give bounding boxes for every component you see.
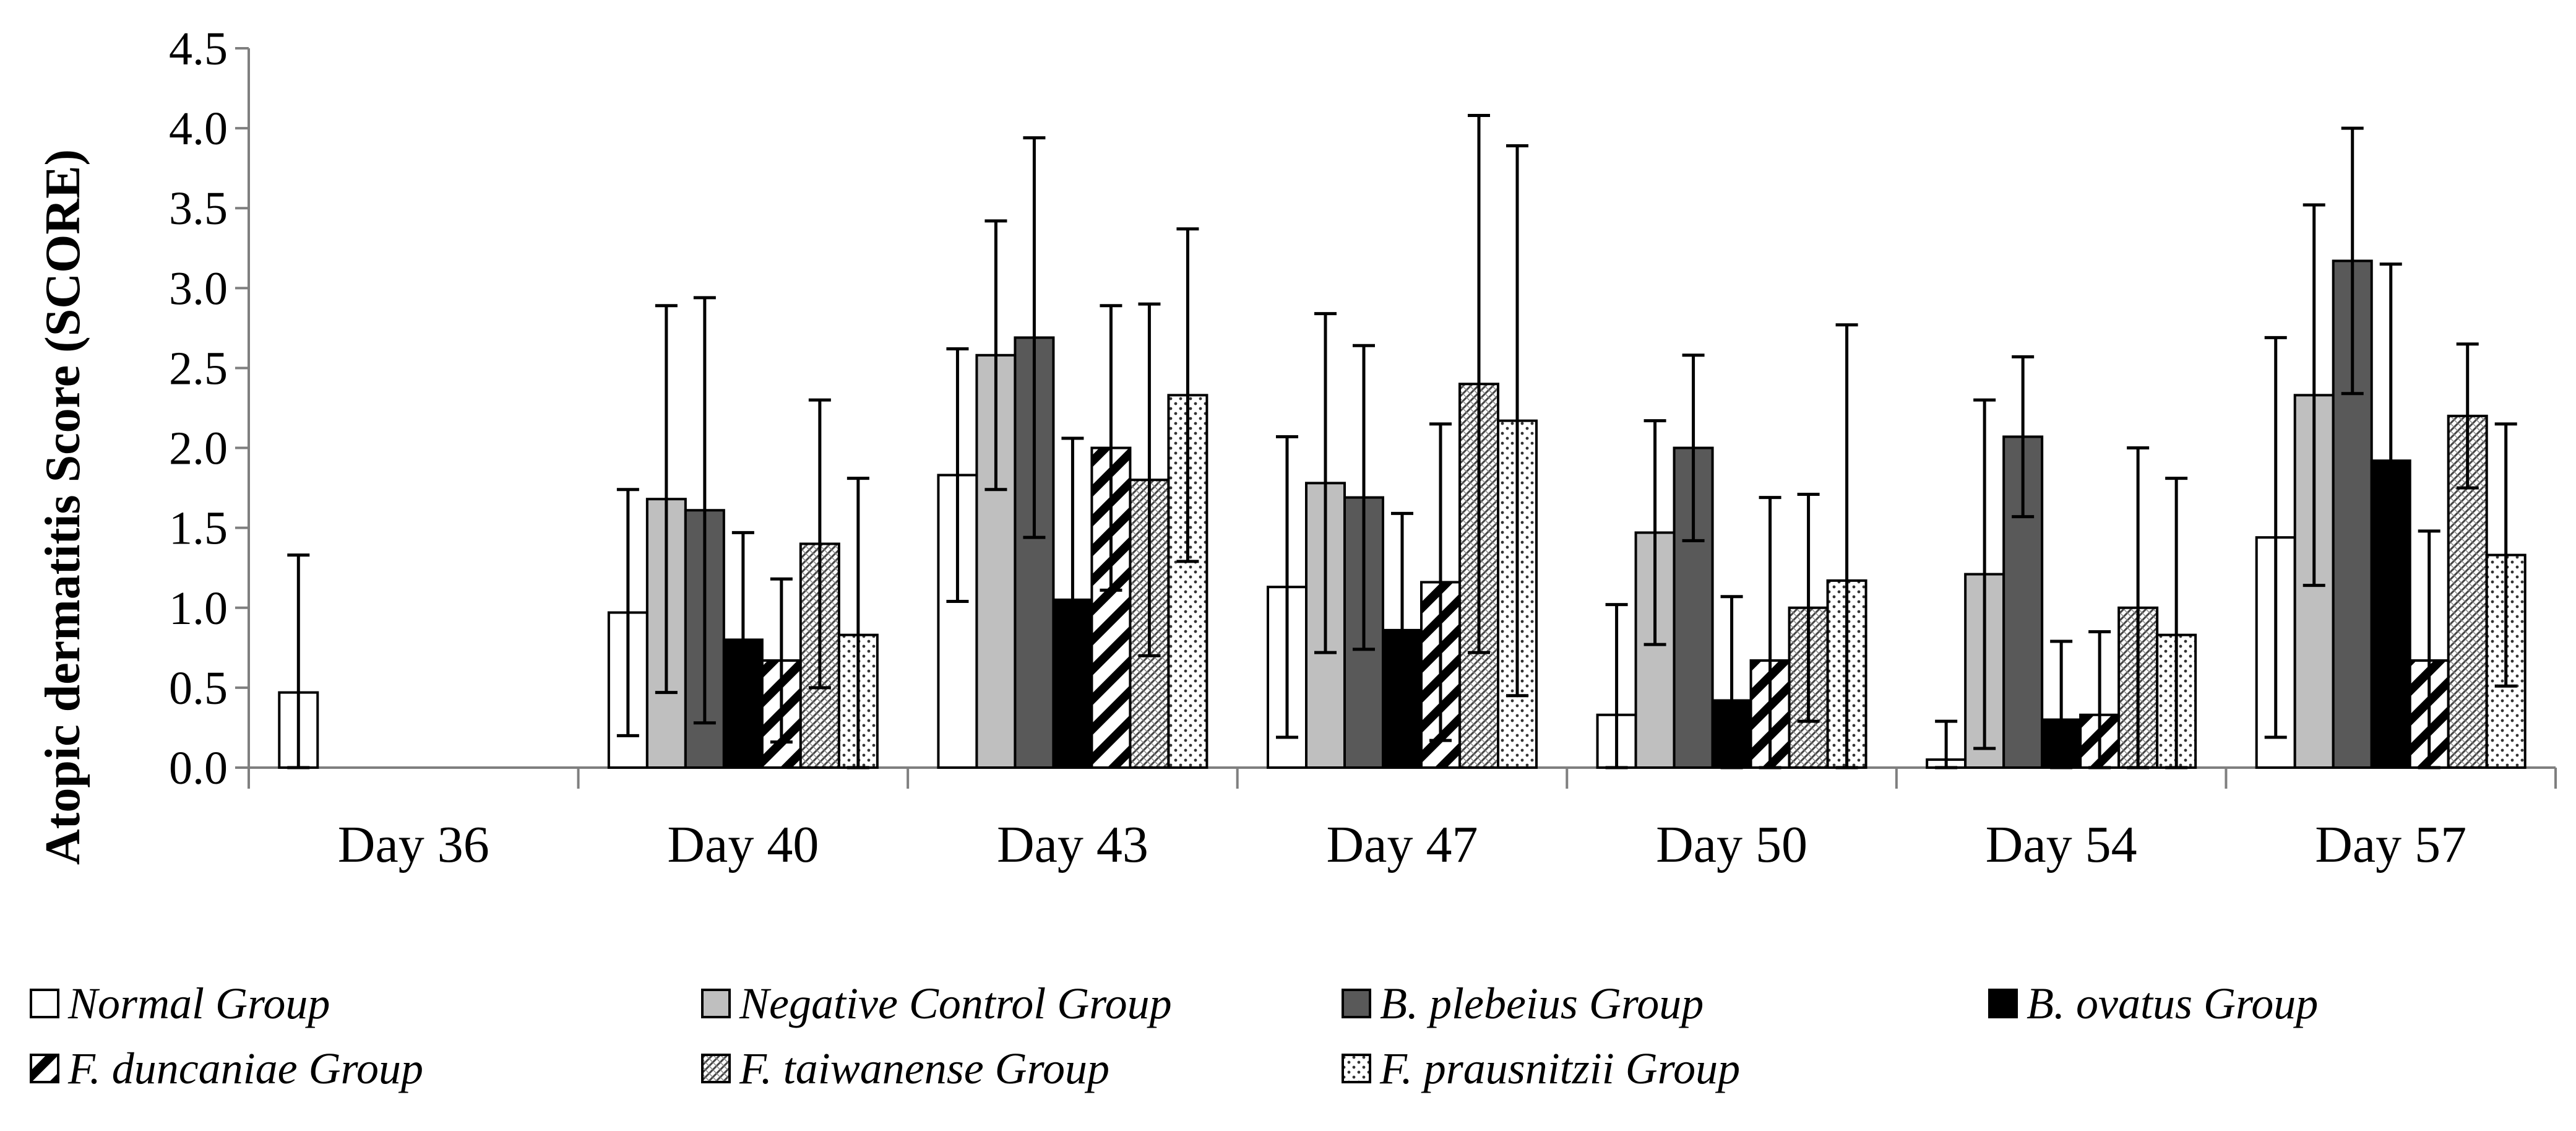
legend-label: Negative Control Group bbox=[739, 979, 1172, 1028]
legend-swatch bbox=[701, 989, 731, 1018]
legend-label: B. plebeius Group bbox=[1380, 979, 1704, 1028]
y-tick-label: 3.5 bbox=[169, 183, 228, 235]
legend: Normal Group Negative Control Group B. ple… bbox=[30, 979, 2318, 1093]
legend-item-b-plebeius-group: B. plebeius Group bbox=[1342, 979, 1704, 1028]
y-tick-label: 4.5 bbox=[169, 23, 228, 75]
x-tick-label: Day 50 bbox=[1656, 816, 1807, 873]
legend-label: F. prausnitzii Group bbox=[1379, 1044, 1740, 1093]
legend-swatch bbox=[1342, 989, 1371, 1018]
y-tick-label: 3.0 bbox=[169, 262, 228, 314]
legend-swatch bbox=[30, 989, 59, 1018]
series-negative-control-group bbox=[645, 203, 2335, 769]
series-f-prausnitzii-group bbox=[837, 144, 2526, 769]
legend-item-b-ovatus-group: B. ovatus Group bbox=[1988, 979, 2318, 1028]
legend-swatch bbox=[1342, 1054, 1371, 1083]
x-tick-label: Day 57 bbox=[2315, 816, 2466, 873]
legend-swatch bbox=[30, 1054, 59, 1083]
legend-label: B. ovatus Group bbox=[2027, 979, 2318, 1028]
series-normal-group bbox=[278, 336, 2296, 769]
x-tick-label: Day 47 bbox=[1327, 816, 1478, 873]
y-tick-label: 0.5 bbox=[169, 662, 228, 714]
legend-item-normal-group: Normal Group bbox=[30, 979, 330, 1028]
legend-item-f-taiwanense-group: F. taiwanense Group bbox=[701, 1044, 1109, 1093]
y-tick-label: 4.0 bbox=[169, 103, 228, 155]
y-tick-label: 2.0 bbox=[169, 423, 228, 475]
legend-item-f-prausnitzii-group: F. prausnitzii Group bbox=[1342, 1044, 1740, 1093]
legend-label: Normal Group bbox=[67, 979, 330, 1028]
legend-item-negative-control-group: Negative Control Group bbox=[701, 979, 1172, 1028]
legend-swatch bbox=[1988, 989, 2018, 1018]
series-f-taiwanense-group bbox=[799, 113, 2488, 769]
series-b-plebeius-group bbox=[684, 126, 2373, 769]
series-f-duncaniae-group bbox=[760, 304, 2450, 769]
legend-label: F. duncaniae Group bbox=[67, 1044, 423, 1093]
legend-label: F. taiwanense Group bbox=[739, 1044, 1109, 1093]
x-tick-label: Day 40 bbox=[667, 816, 819, 873]
x-tick-label: Day 36 bbox=[338, 816, 489, 873]
series-b-ovatus-group bbox=[722, 262, 2411, 769]
y-tick-label: 2.5 bbox=[169, 342, 228, 394]
legend-item-f-duncaniae-group: F. duncaniae Group bbox=[30, 1044, 423, 1093]
plot-area: 0.0 0.5 1.0 1.5 2.0 2.5 3.0 3.5 4.0 4.5 Atopic der… bbox=[36, 23, 2557, 873]
y-tick-label: 0.0 bbox=[169, 742, 228, 794]
y-tick-label: 1.5 bbox=[169, 503, 228, 555]
bar bbox=[937, 474, 978, 769]
y-tick-label: 1.0 bbox=[169, 583, 228, 635]
y-axis-title: Atopic dermatitis Score (SCORE) bbox=[36, 149, 90, 865]
legend-swatch bbox=[701, 1054, 731, 1083]
x-tick-label: Day 43 bbox=[997, 816, 1148, 873]
x-tick-label: Day 54 bbox=[1986, 816, 2137, 873]
